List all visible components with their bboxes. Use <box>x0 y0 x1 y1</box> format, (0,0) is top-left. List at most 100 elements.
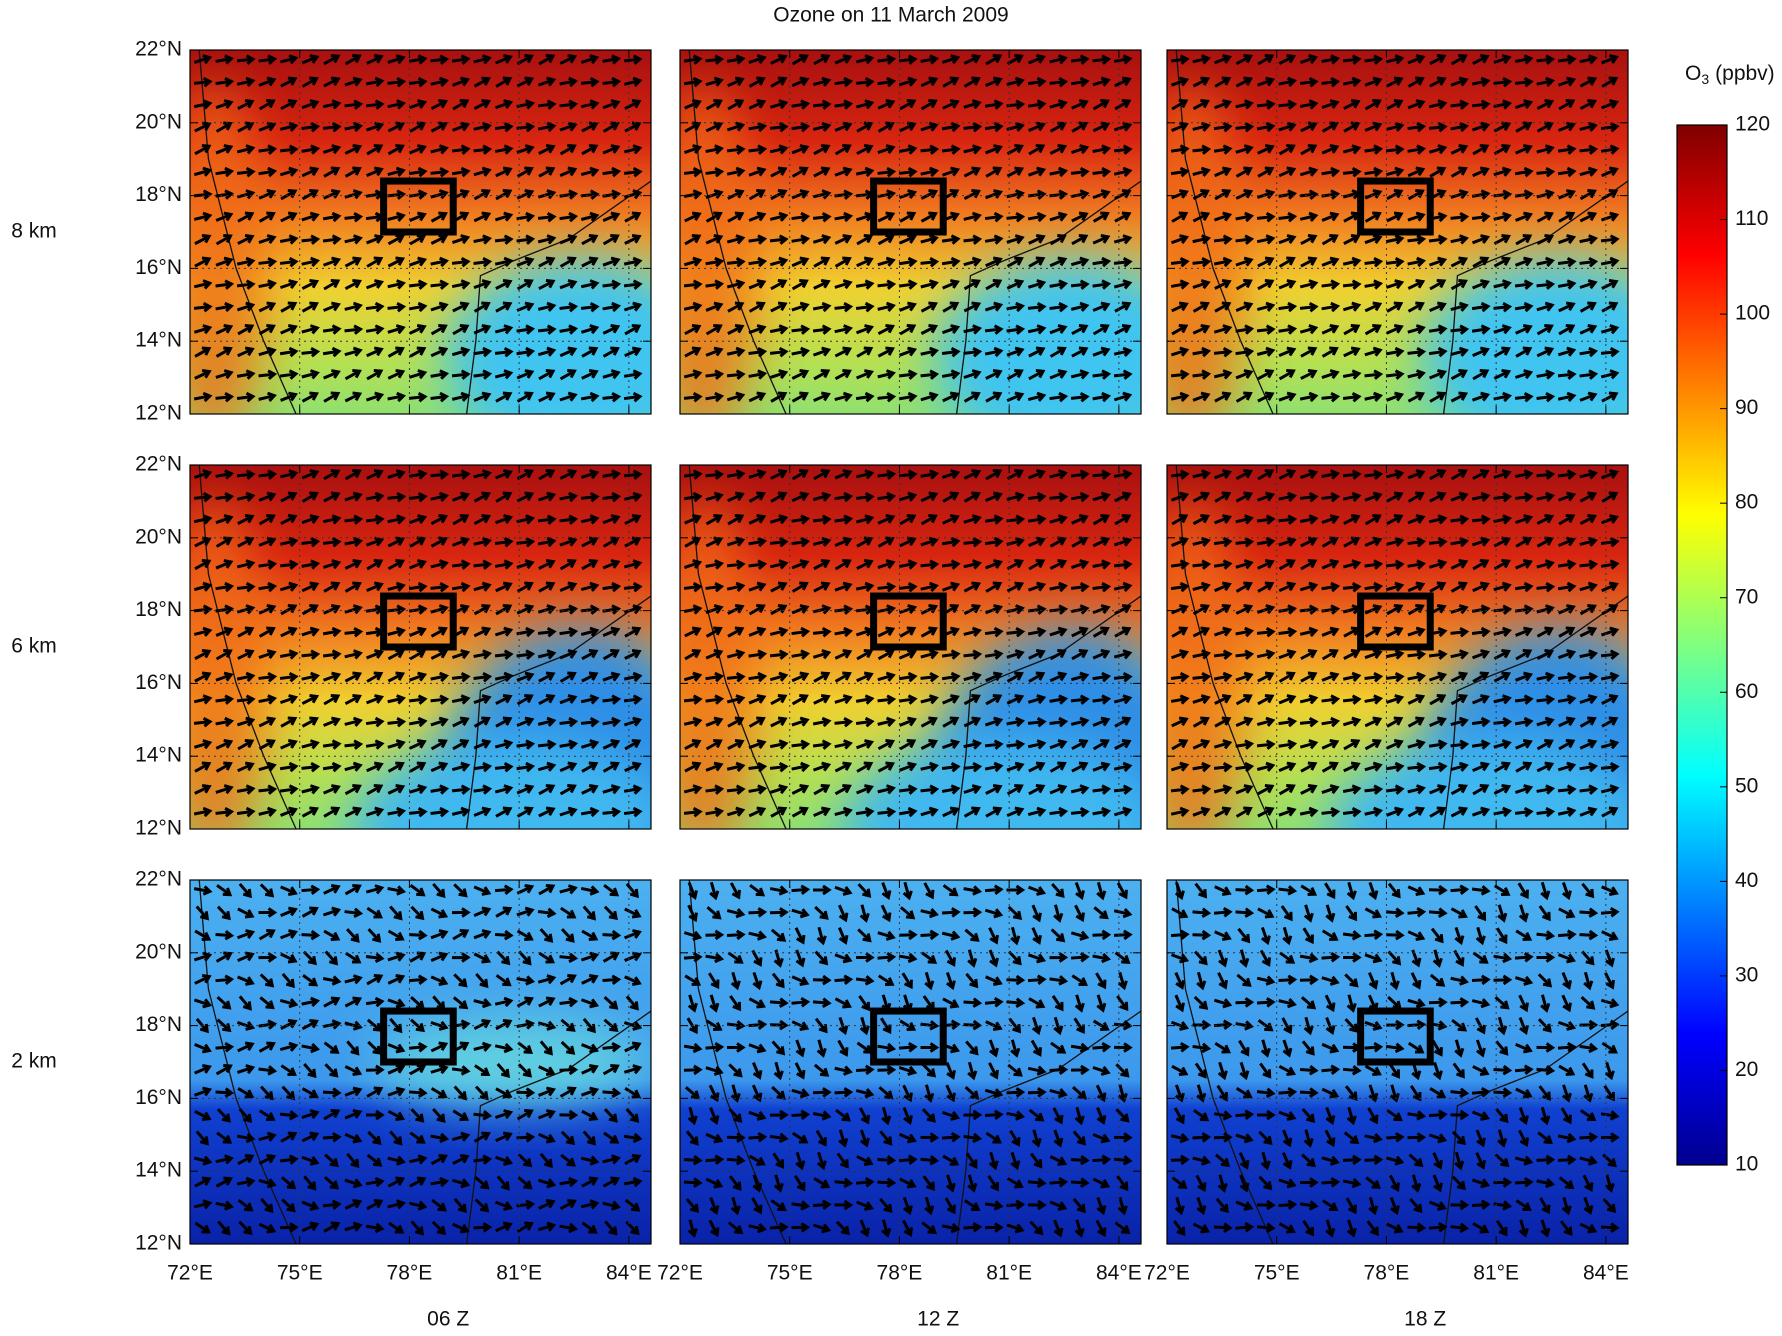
wind-arrow <box>705 1065 724 1076</box>
wind-arrow <box>623 144 643 155</box>
wind-arrow <box>194 929 212 941</box>
wind-arrow <box>988 1151 999 1171</box>
wind-arrow <box>1170 694 1190 705</box>
wind-arrow <box>1239 1061 1250 1081</box>
wind-arrow <box>1278 469 1297 480</box>
wind-arrow <box>726 536 746 547</box>
wind-arrow <box>473 806 492 817</box>
wind-arrow <box>258 716 277 728</box>
wind-arrow <box>279 279 299 290</box>
wind-arrow <box>1092 761 1111 772</box>
wind-arrow <box>1028 536 1046 547</box>
wind-arrow <box>705 671 725 683</box>
wind-arrow <box>1580 995 1596 1010</box>
wind-arrow <box>365 536 385 547</box>
wind-arrow <box>705 581 725 593</box>
wind-arrow <box>365 1064 385 1076</box>
wind-arrow <box>387 626 406 637</box>
wind-arrow <box>366 346 384 358</box>
wind-arrow <box>580 694 600 705</box>
wind-arrow <box>1299 76 1319 88</box>
wind-arrow <box>580 998 600 1009</box>
wind-arrow <box>366 784 384 796</box>
wind-arrow <box>323 1041 340 1054</box>
wind-arrow <box>791 1222 811 1233</box>
wind-arrow <box>920 391 939 402</box>
wind-arrow <box>963 54 982 65</box>
wind-arrow <box>751 1084 763 1103</box>
wind-arrow <box>624 211 642 223</box>
wind-arrow <box>1114 324 1132 335</box>
wind-arrow <box>495 1131 513 1143</box>
wind-arrow <box>1536 952 1556 963</box>
wind-arrow <box>216 884 233 897</box>
wind-arrow <box>752 971 763 991</box>
wind-arrow <box>1071 514 1089 525</box>
wind-arrow <box>1070 391 1090 403</box>
wind-arrow <box>855 279 875 290</box>
wind-arrow <box>791 211 811 223</box>
wind-arrow <box>539 1040 553 1056</box>
wind-arrow <box>430 784 450 795</box>
wind-arrow <box>559 1086 577 1098</box>
wind-arrow <box>1557 369 1577 380</box>
wind-arrow <box>709 1106 720 1125</box>
wind-arrow <box>748 256 768 268</box>
wind-arrow <box>193 491 213 503</box>
wind-arrow <box>602 671 621 682</box>
wind-arrow <box>1006 1177 1024 1189</box>
wind-arrow <box>1536 166 1556 178</box>
wind-arrow <box>408 716 428 728</box>
wind-arrow <box>1411 949 1422 968</box>
wind-arrow <box>1518 1106 1529 1126</box>
wind-arrow <box>683 256 703 267</box>
wind-arrow <box>1278 54 1297 65</box>
wind-arrow <box>280 324 298 335</box>
wind-arrow <box>602 974 622 986</box>
wind-arrow <box>834 514 854 525</box>
wind-arrow <box>1450 884 1470 895</box>
wind-arrow <box>963 671 982 682</box>
wind-arrow <box>1493 469 1512 480</box>
wind-arrow <box>1278 784 1296 796</box>
wind-arrow <box>452 996 469 1010</box>
wind-arrow <box>1192 491 1211 503</box>
wind-arrow <box>963 559 982 570</box>
wind-arrow <box>1217 972 1228 990</box>
wind-arrow <box>516 391 534 403</box>
wind-arrow <box>602 536 620 548</box>
wind-arrow <box>1072 1130 1086 1146</box>
wind-arrow <box>1193 1109 1210 1122</box>
wind-arrow <box>580 739 600 750</box>
wind-arrow <box>559 806 578 817</box>
wind-arrow <box>516 76 535 88</box>
wind-arrow <box>494 536 514 548</box>
wind-arrow <box>1386 716 1404 728</box>
wind-arrow <box>1536 391 1556 403</box>
wind-arrow <box>1049 211 1068 222</box>
wind-arrow <box>1346 881 1357 901</box>
wind-arrow <box>279 346 299 358</box>
wind-arrow <box>1027 211 1047 223</box>
wind-arrow <box>387 761 405 773</box>
wind-arrow <box>683 469 703 480</box>
wind-arrow <box>877 806 897 818</box>
wind-arrow <box>344 346 363 357</box>
colorbar-tick-label: 60 <box>1735 680 1758 703</box>
wind-arrow <box>473 1041 492 1052</box>
wind-arrow <box>705 256 725 268</box>
wind-arrow <box>813 256 831 268</box>
wind-arrow <box>791 469 809 481</box>
wind-arrow <box>602 1041 622 1053</box>
wind-arrow <box>602 144 621 155</box>
wind-arrow <box>215 716 235 728</box>
wind-arrow <box>898 369 918 380</box>
wind-arrow <box>280 76 298 88</box>
wind-arrow <box>1386 189 1404 201</box>
wind-arrow <box>430 1154 448 1166</box>
wind-arrow <box>344 391 363 403</box>
wind-arrow <box>1342 144 1362 155</box>
wind-arrow <box>387 76 407 88</box>
wind-arrow <box>1027 99 1047 110</box>
wind-arrow <box>344 76 363 87</box>
